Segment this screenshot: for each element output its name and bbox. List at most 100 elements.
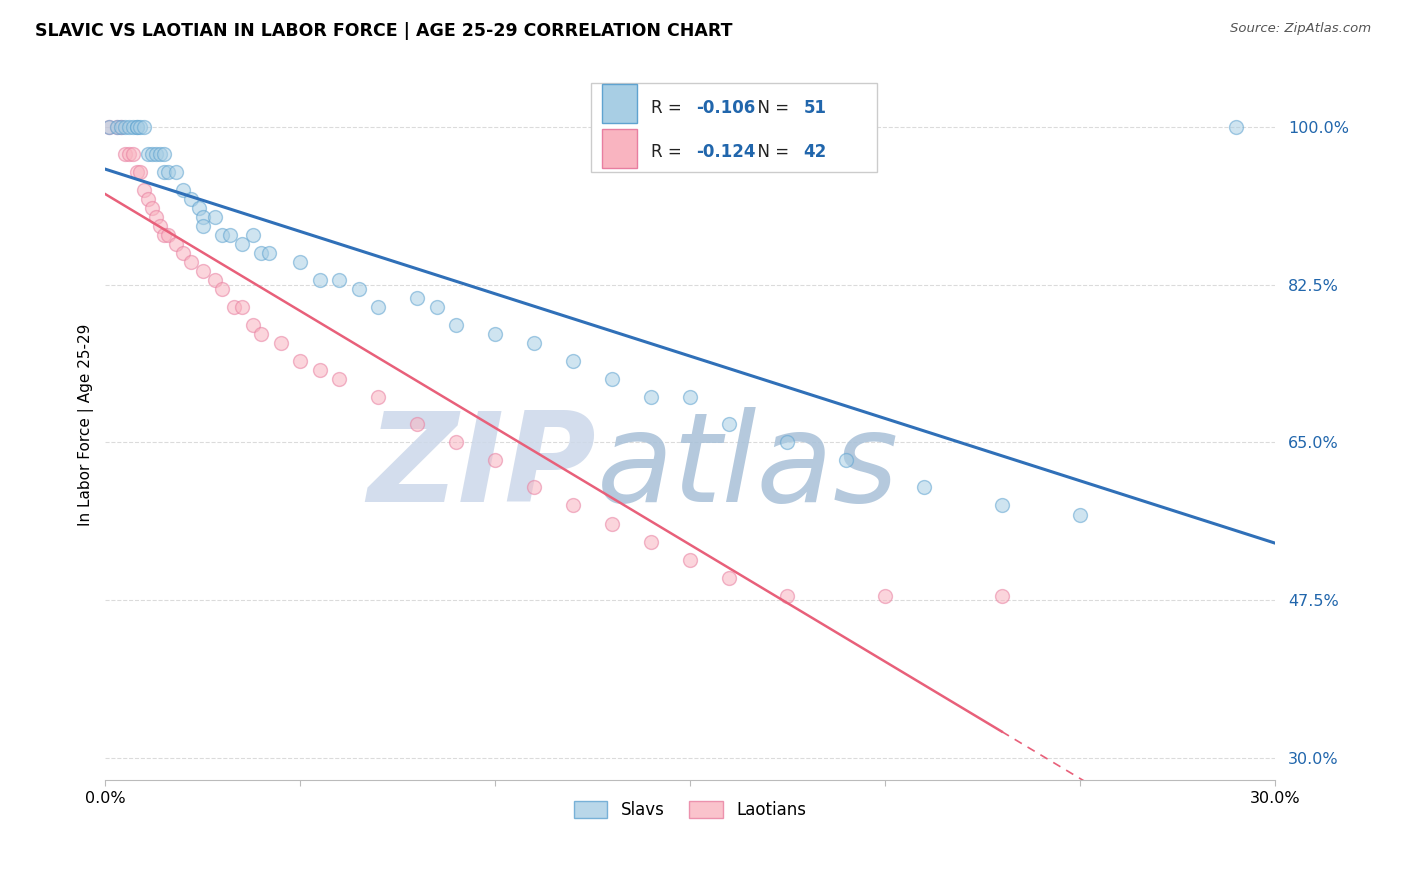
Point [250,327,273,342]
Point [270,336,292,351]
Point [222,300,245,314]
Point [136,192,159,206]
Point [125,120,148,134]
Text: R =: R = [651,143,688,161]
Point [717,417,740,432]
Y-axis label: In Labor Force | Age 25-29: In Labor Force | Age 25-29 [79,323,94,525]
Point [328,372,350,386]
Point [149,147,172,161]
Point [149,219,172,234]
Text: N =: N = [748,143,794,161]
Point [153,165,176,179]
Point [406,417,429,432]
Point [204,273,226,287]
Point [153,228,176,243]
Point [873,589,896,603]
Point [191,264,214,278]
Point [110,120,132,134]
Point [308,363,330,377]
Point [187,201,209,215]
Text: Source: ZipAtlas.com: Source: ZipAtlas.com [1230,22,1371,36]
Text: -0.106: -0.106 [696,99,755,117]
Point [231,237,253,252]
Point [426,300,449,314]
Point [136,147,159,161]
Point [523,481,546,495]
Point [562,354,585,368]
Point [444,318,467,333]
Point [257,246,280,260]
Point [776,435,799,450]
Text: atlas: atlas [596,407,898,527]
Text: SLAVIC VS LAOTIAN IN LABOR FORCE | AGE 25-29 CORRELATION CHART: SLAVIC VS LAOTIAN IN LABOR FORCE | AGE 2… [35,22,733,40]
Point [180,255,202,269]
Point [172,246,194,260]
Point [211,282,233,296]
Point [328,273,350,287]
Point [114,120,136,134]
Point [172,183,194,197]
Text: ZIP: ZIP [368,407,596,527]
Point [835,453,858,467]
Point [484,453,506,467]
Point [145,147,167,161]
Point [444,435,467,450]
Point [191,210,214,224]
Point [679,552,702,566]
FancyBboxPatch shape [591,83,877,172]
Point [219,228,242,243]
Point [141,201,163,215]
Point [118,147,141,161]
Point [191,219,214,234]
Point [991,499,1014,513]
Point [141,147,163,161]
Text: -0.124: -0.124 [696,143,755,161]
Point [290,255,312,269]
Point [242,228,264,243]
Point [242,318,264,333]
Point [290,354,312,368]
Text: N =: N = [748,99,794,117]
Point [165,237,187,252]
Point [98,120,121,134]
Point [121,147,143,161]
Point [776,589,799,603]
Point [406,291,429,305]
Point [125,120,148,134]
Point [717,571,740,585]
Point [134,183,156,197]
Point [98,120,121,134]
Point [114,147,136,161]
Point [156,228,179,243]
Point [367,300,389,314]
Point [121,120,143,134]
FancyBboxPatch shape [602,84,637,123]
Point [129,120,152,134]
Point [145,210,167,224]
Legend: Slavs, Laotians: Slavs, Laotians [567,794,813,825]
Point [129,165,152,179]
Point [347,282,370,296]
Point [105,120,128,134]
Point [1225,120,1247,134]
Point [523,336,546,351]
Point [308,273,330,287]
Point [1069,508,1091,522]
Point [600,372,623,386]
Point [118,120,141,134]
Point [484,327,506,342]
Point [912,481,935,495]
Point [204,210,226,224]
Point [600,516,623,531]
Point [562,499,585,513]
Point [640,534,662,549]
Point [153,147,176,161]
Point [250,246,273,260]
Point [125,165,148,179]
Text: 42: 42 [803,143,827,161]
Point [110,120,132,134]
Point [679,390,702,404]
Point [180,192,202,206]
Point [156,165,179,179]
Point [134,120,156,134]
